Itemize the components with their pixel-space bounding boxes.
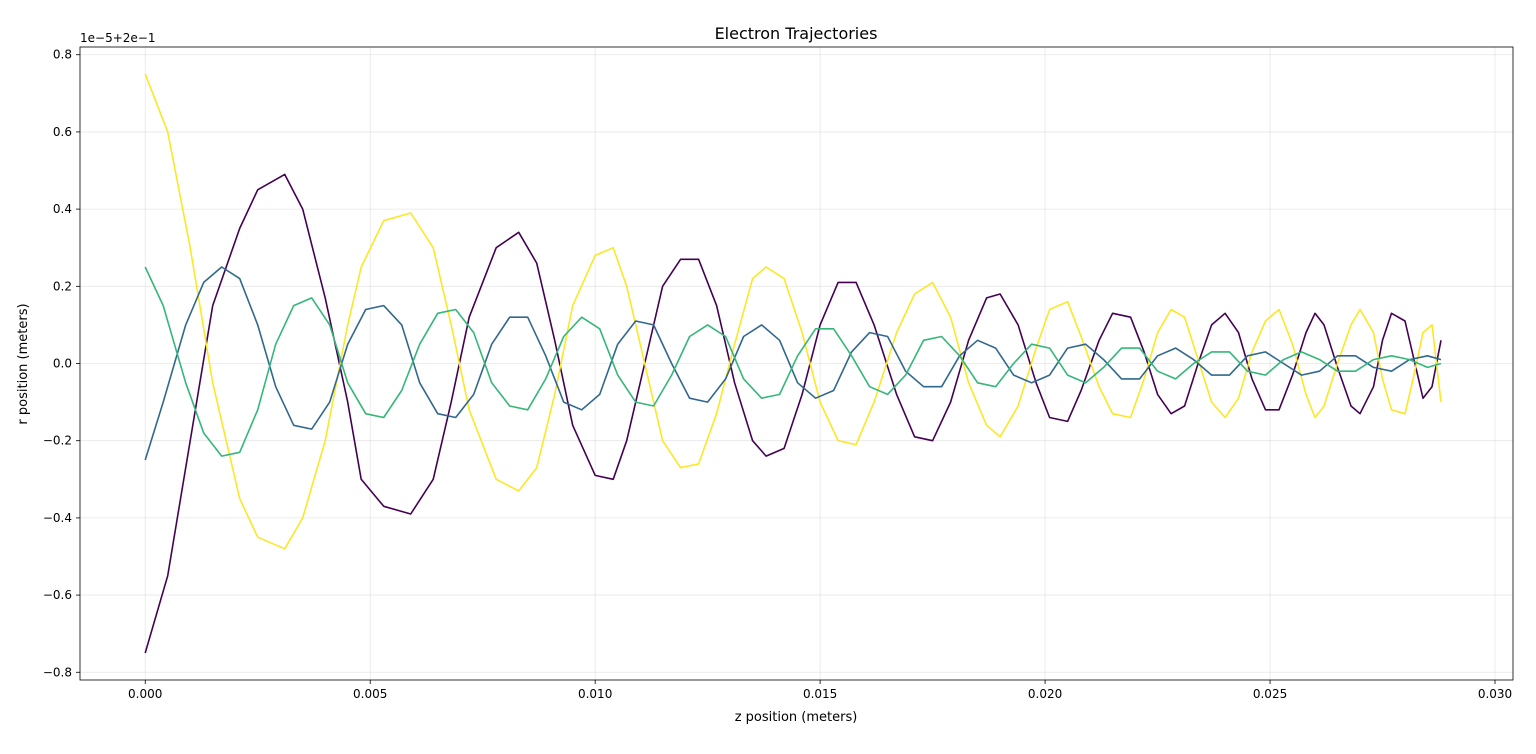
x-tick-label: 0.010 bbox=[578, 687, 612, 701]
y-tick-label: 0.8 bbox=[53, 48, 72, 62]
x-tick-label: 0.025 bbox=[1253, 687, 1287, 701]
trajectory-line-4 bbox=[144, 266, 1442, 457]
y-tick-label: −0.2 bbox=[43, 434, 72, 448]
grid bbox=[80, 47, 1513, 680]
series-lines bbox=[144, 73, 1442, 654]
x-axis-label: z position (meters) bbox=[735, 710, 858, 725]
y-tick-label: 0.6 bbox=[53, 125, 72, 139]
y-tick-label: 0.2 bbox=[53, 279, 72, 293]
chart-title: Electron Trajectories bbox=[715, 24, 878, 43]
x-tick-label: 0.030 bbox=[1478, 687, 1512, 701]
y-tick-label: −0.8 bbox=[43, 665, 72, 679]
y-axis-offset-label: 1e−5+2e−1 bbox=[80, 31, 155, 45]
x-tick-label: 0.020 bbox=[1028, 687, 1062, 701]
trajectory-line-2 bbox=[144, 73, 1442, 550]
y-tick-label: 0.0 bbox=[53, 357, 72, 371]
trajectory-line-3 bbox=[144, 266, 1442, 461]
y-tick-label: −0.6 bbox=[43, 588, 72, 602]
x-tick-label: 0.015 bbox=[803, 687, 837, 701]
x-tick-label: 0.005 bbox=[353, 687, 387, 701]
y-tick-label: 0.4 bbox=[53, 202, 72, 216]
x-axis-ticks: 0.000 0.005 0.010 0.015 0.020 0.025 0.030 bbox=[128, 680, 1512, 701]
y-tick-label: −0.4 bbox=[43, 511, 72, 525]
x-tick-label: 0.000 bbox=[128, 687, 162, 701]
y-axis-ticks: −0.8 −0.6 −0.4 −0.2 0.0 0.2 0.4 0.6 0.8 bbox=[43, 48, 80, 679]
y-axis-label: r position (meters) bbox=[16, 303, 31, 424]
trajectory-line-1 bbox=[144, 173, 1442, 654]
